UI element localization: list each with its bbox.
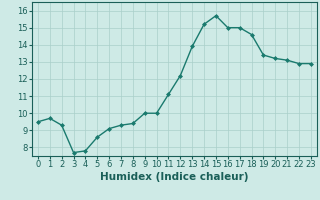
X-axis label: Humidex (Indice chaleur): Humidex (Indice chaleur) (100, 172, 249, 182)
